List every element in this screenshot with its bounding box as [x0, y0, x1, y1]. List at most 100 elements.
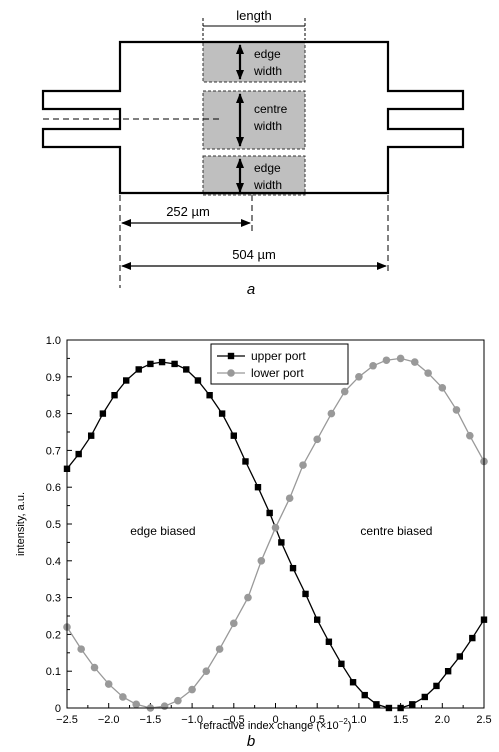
lower-port-point: [132, 700, 141, 709]
upper-port-point: [87, 432, 95, 439]
legend-marker-square: [227, 352, 235, 360]
intensity-chart: −2.5 −2.0 −1.5 −1.0 −0.5 0 0.5 1.0 1.5 2.0 2.5 0 0.1…: [15, 335, 492, 750]
lower-port-point: [174, 696, 182, 705]
lower-port-point: [257, 557, 266, 565]
upper-port-point: [338, 660, 345, 668]
y-tick-label: 0.6: [46, 482, 61, 494]
legend-label: lower port: [251, 366, 304, 380]
device-diagram: length edge width centre width edge widt…: [41, 8, 465, 298]
length-label: length: [236, 8, 271, 23]
upper-port-point: [206, 392, 213, 399]
y-axis-label: intensity, a.u.: [15, 492, 27, 556]
annotation-centre-biased: centre biased: [360, 524, 432, 538]
upper-port-point: [289, 564, 297, 572]
upper-port-point: [147, 360, 154, 368]
edge-width-label-top-2: width: [253, 64, 282, 78]
y-tick-label: 0.9: [46, 372, 61, 384]
upper-port-point: [409, 701, 416, 708]
series-layer: [63, 354, 488, 712]
series-lower-port: [63, 354, 488, 712]
x-axis-label: refractive index change (×10−2): [200, 717, 352, 732]
lower-port-point: [340, 387, 349, 396]
x-tick-label: 0.5: [310, 714, 325, 726]
x-tick-label: 2.5: [476, 714, 491, 726]
y-tick-label: 0: [55, 703, 61, 715]
lower-port-point: [90, 663, 99, 672]
legend-box: [210, 343, 349, 385]
upper-port-point: [361, 691, 368, 699]
lower-port-point: [215, 645, 224, 653]
upper-port-point: [111, 392, 118, 399]
lower-port-point: [327, 409, 336, 418]
upper-port-point: [75, 450, 82, 458]
legend-items: upper port lower port: [217, 349, 306, 380]
lower-port-point: [369, 361, 377, 370]
x-axis-label-exponent: −2: [339, 717, 349, 726]
lower-port-point: [77, 645, 85, 653]
centre-width-label-1: centre: [254, 102, 288, 116]
centre-region: [202, 90, 306, 150]
edge-width-label-bottom-1: edge: [254, 161, 281, 175]
upper-port-point: [183, 366, 190, 373]
upper-port-point: [433, 682, 440, 690]
x-tick-label: −2.0: [98, 714, 120, 726]
lower-port-point: [104, 680, 113, 688]
upper-port-point: [373, 701, 380, 708]
x-tick-label: −2.5: [56, 714, 78, 726]
upper-port-point: [444, 668, 452, 675]
tick-labels-group: −2.5 −2.0 −1.5 −1.0 −0.5 0 0.5 1.0 1.5 2.0 2.5 0 0.1…: [46, 335, 492, 726]
x-tick-label: 2.0: [435, 714, 450, 726]
upper-port-point: [314, 616, 321, 623]
upper-port-point: [266, 509, 273, 517]
y-tick-label: 0.8: [46, 409, 61, 421]
lower-port-point: [410, 358, 419, 366]
upper-port-point: [218, 410, 226, 417]
upper-port-point: [254, 484, 262, 491]
legend-marker-circle: [227, 369, 235, 377]
upper-port-point: [302, 590, 309, 598]
upper-port-point: [456, 653, 464, 660]
upper-port-point: [123, 377, 130, 384]
y-tick-label: 0.4: [46, 556, 61, 568]
upper-port-point: [349, 679, 357, 686]
upper-port-point: [242, 458, 249, 465]
panel-a-caption: a: [247, 281, 255, 298]
x-tick-label: −1.0: [181, 714, 203, 726]
edge-width-label-top-1: edge: [254, 47, 281, 61]
x-tick-label: 0: [272, 714, 278, 726]
upper-port-point: [158, 358, 166, 366]
edge-region-top: [202, 41, 306, 83]
dim-full-label: 504 µm: [232, 247, 276, 262]
x-axis-label-close: ): [348, 720, 352, 732]
y-tick-label: 0.7: [46, 445, 61, 457]
upper-port-point: [230, 432, 237, 439]
legend-label: upper port: [251, 349, 306, 363]
lower-port-point: [244, 593, 252, 602]
upper-port-point: [135, 366, 142, 373]
x-tick-label: −1.5: [140, 714, 162, 726]
y-tick-label: 0.3: [46, 593, 61, 605]
panel-b-caption: b: [247, 733, 255, 750]
x-tick-label: 1.5: [393, 714, 408, 726]
upper-port-point: [325, 638, 333, 645]
upper-port-point: [194, 377, 202, 384]
lower-port-point: [188, 685, 196, 694]
edge-width-label-bottom-2: width: [253, 178, 282, 192]
lower-port-point: [466, 431, 474, 440]
lower-port-point: [424, 369, 432, 377]
upper-port-point: [278, 539, 285, 546]
upper-port-point: [469, 634, 476, 642]
lower-port-point: [271, 523, 280, 532]
lower-port-point: [160, 702, 169, 710]
y-tick-label: 1.0: [46, 335, 61, 347]
x-tick-label: −0.5: [223, 714, 245, 726]
lower-port-point: [382, 356, 391, 365]
edge-region-bottom: [202, 155, 306, 196]
plot-frame: [66, 339, 485, 709]
lower-port-point: [299, 461, 307, 469]
legend: upper port lower port: [210, 343, 349, 385]
dim-half-label: 252 µm: [166, 204, 210, 219]
y-tick-label: 0.1: [46, 666, 61, 678]
y-tick-label: 0.5: [46, 519, 61, 531]
